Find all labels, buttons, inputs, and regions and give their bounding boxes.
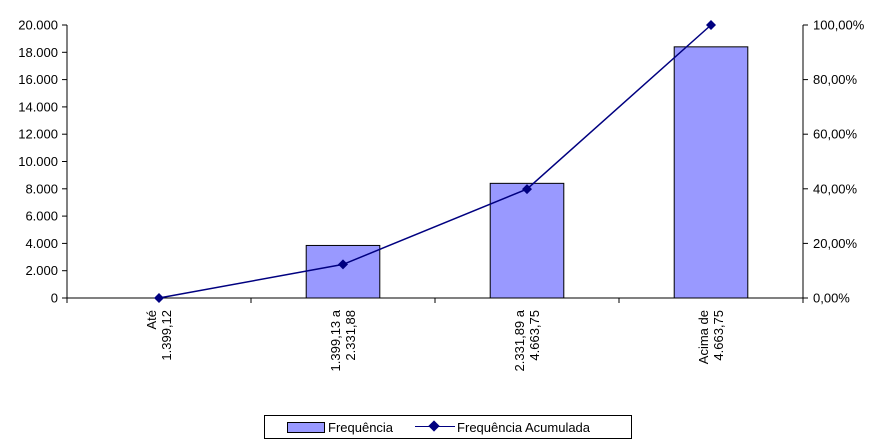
legend-label-line: Frequência Acumulada — [457, 419, 591, 435]
x-tick-label: Até1.399,12 — [144, 310, 174, 361]
bar — [673, 46, 749, 299]
y-right-tick-label: 40,00% — [813, 181, 858, 196]
y-left-tick-label: 0 — [51, 291, 58, 306]
legend-label-bar: Frequência — [328, 419, 394, 435]
chart-plot: 0 2.000 4.000 6.000 8.000 10.000 12.000 14.000 1… — [18, 18, 865, 372]
x-tick-label-line: 2.331,89 a — [512, 309, 527, 371]
x-tick-label-line: 2.331,88 — [343, 310, 358, 361]
bar — [489, 182, 565, 299]
x-tick-label-line: Até — [144, 310, 159, 330]
y-right-tick-label: 100,00% — [813, 18, 865, 33]
cumulative-line — [158, 24, 712, 299]
y-left-tick-label: 20.000 — [18, 18, 58, 33]
x-tick-label: 2.331,89 a4.663,75 — [512, 309, 542, 371]
x-tick-label-line: 4.663,75 — [527, 310, 542, 361]
y-left-tick-label: 16.000 — [18, 72, 58, 87]
y-left-tick-label: 8.000 — [25, 181, 58, 196]
x-tick-label-line: 4.663,75 — [711, 310, 726, 361]
legend-bar-swatch — [287, 421, 325, 433]
y-right-tick-label: 60,00% — [813, 127, 858, 142]
line-point — [154, 293, 164, 303]
line-point — [522, 184, 532, 195]
x-tick-label-line: Acima de — [696, 310, 711, 364]
x-tick-label: 1.399,13 a2.331,88 — [328, 309, 358, 371]
y-left-tick-label: 10.000 — [18, 154, 58, 169]
y-left-tick-label: 12.000 — [18, 127, 58, 142]
x-tick-label: Acima de4.663,75 — [696, 310, 726, 364]
line-point — [338, 259, 348, 270]
y-right-tick-label: 80,00% — [813, 72, 858, 87]
y-left-tick-label: 14.000 — [18, 99, 58, 114]
chart-legend: Frequência Frequência Acumulada — [264, 415, 632, 439]
x-tick-label-line: 1.399,13 a — [328, 309, 343, 371]
y-left-tick-label: 18.000 — [18, 45, 58, 60]
y-left-tick-label: 6.000 — [25, 209, 58, 224]
legend-line-swatch — [415, 421, 456, 433]
y-right-tick-label: 0,00% — [813, 291, 850, 306]
legend-item-line: Frequência Acumulada — [393, 420, 590, 435]
y-left-tick-label: 4.000 — [25, 236, 58, 251]
y-left-tick-label: 2.000 — [25, 263, 58, 278]
legend-item-bar: Frequência — [265, 420, 393, 435]
x-tick-label-line: 1.399,12 — [159, 310, 174, 361]
line-point — [706, 20, 716, 30]
y-right-tick-label: 20,00% — [813, 236, 858, 251]
